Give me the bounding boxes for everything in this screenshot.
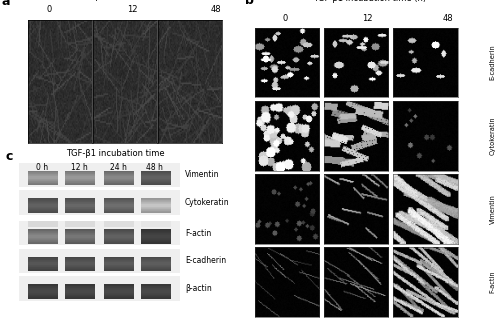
Text: β-actin: β-actin (185, 284, 212, 293)
Text: TGF-β1 incubation time (h): TGF-β1 incubation time (h) (314, 0, 426, 3)
Text: 24 h: 24 h (110, 162, 126, 172)
Text: c: c (6, 150, 13, 162)
Text: 0 h: 0 h (36, 162, 48, 172)
Text: 48: 48 (442, 14, 453, 23)
Text: b: b (245, 0, 254, 7)
Text: a: a (2, 0, 10, 7)
Text: Cytokeratin: Cytokeratin (185, 198, 230, 207)
Text: E-cadherin: E-cadherin (490, 45, 496, 81)
Text: TGF-β1 incubation time: TGF-β1 incubation time (66, 150, 165, 159)
Text: Vimentin: Vimentin (185, 170, 220, 179)
Bar (19, 249, 180, 273)
Bar (19, 162, 180, 187)
Bar (19, 221, 180, 245)
Text: Vimentin: Vimentin (490, 194, 496, 224)
Text: Cytokeratin: Cytokeratin (490, 116, 496, 155)
Text: 12: 12 (127, 5, 138, 14)
Bar (19, 190, 180, 215)
Text: 48: 48 (210, 5, 221, 14)
Text: 0: 0 (282, 14, 288, 23)
Text: E-cadherin: E-cadherin (185, 256, 226, 265)
Text: 48 h: 48 h (146, 162, 164, 172)
Text: F-actin: F-actin (185, 229, 211, 238)
Text: 12: 12 (362, 14, 373, 23)
Bar (19, 276, 180, 301)
Text: 0: 0 (46, 5, 52, 14)
Text: TGF-β1 incubation time (h): TGF-β1 incubation time (h) (76, 0, 189, 1)
Text: F-actin: F-actin (490, 271, 496, 293)
Text: 12 h: 12 h (70, 162, 88, 172)
